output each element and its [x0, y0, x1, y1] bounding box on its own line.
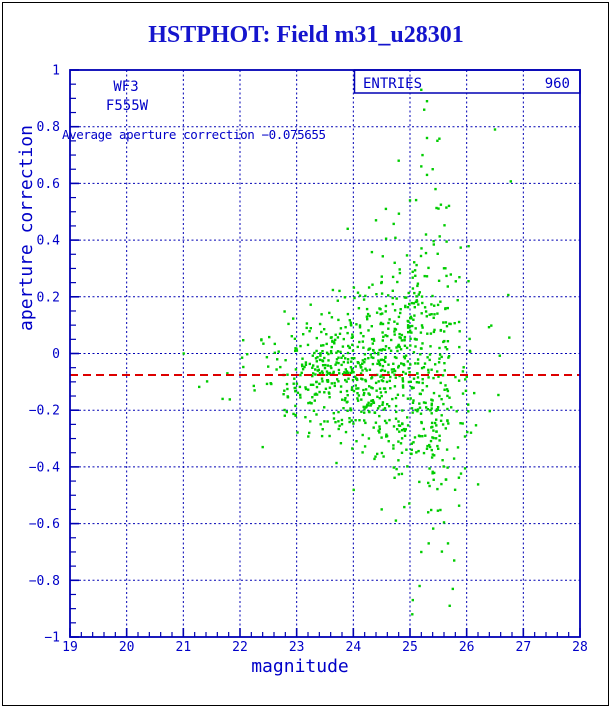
svg-text:−0.2: −0.2	[29, 404, 60, 419]
svg-text:0: 0	[52, 347, 60, 362]
page-title: HSTPHOT: Field m31_u28301	[148, 22, 464, 48]
svg-text:23: 23	[289, 640, 305, 655]
filter-label: F555W	[106, 98, 149, 114]
svg-text:−0.4: −0.4	[29, 460, 60, 475]
svg-text:24: 24	[346, 640, 362, 655]
svg-text:0.2: 0.2	[37, 290, 60, 305]
grid-layer	[70, 70, 580, 637]
y-axis-label: aperture correction	[16, 125, 37, 331]
entries-label: ENTRIES	[363, 76, 422, 92]
svg-text:−1: −1	[44, 631, 60, 646]
svg-text:22: 22	[232, 640, 248, 655]
entries-box	[353, 69, 581, 94]
y-tick-labels: 1 0.8 0.6 0.4 0.2 0 −0.2 −0.4 −0.6 −0.8 −1	[29, 64, 60, 646]
svg-text:0.6: 0.6	[37, 177, 60, 192]
svg-text:26: 26	[459, 640, 475, 655]
plot-frame	[69, 69, 581, 638]
svg-text:28: 28	[572, 640, 588, 655]
svg-text:19: 19	[62, 640, 78, 655]
average-annotation: Average aperture correction −0.075655	[62, 127, 326, 142]
svg-text:21: 21	[176, 640, 192, 655]
svg-text:27: 27	[516, 640, 532, 655]
svg-text:0.4: 0.4	[37, 234, 61, 249]
entries-value: 960	[545, 76, 570, 92]
svg-text:20: 20	[119, 640, 135, 655]
x-tick-labels: 19 20 21 22 23 24 25 26 27 28	[62, 640, 588, 655]
detector-label: WF3	[113, 79, 138, 95]
svg-text:25: 25	[402, 640, 418, 655]
svg-text:0.8: 0.8	[37, 120, 60, 135]
x-axis-label: magnitude	[251, 656, 349, 677]
svg-text:−0.8: −0.8	[29, 574, 60, 589]
svg-text:1: 1	[52, 64, 60, 79]
svg-text:−0.6: −0.6	[29, 517, 60, 532]
points-layer	[182, 88, 512, 616]
